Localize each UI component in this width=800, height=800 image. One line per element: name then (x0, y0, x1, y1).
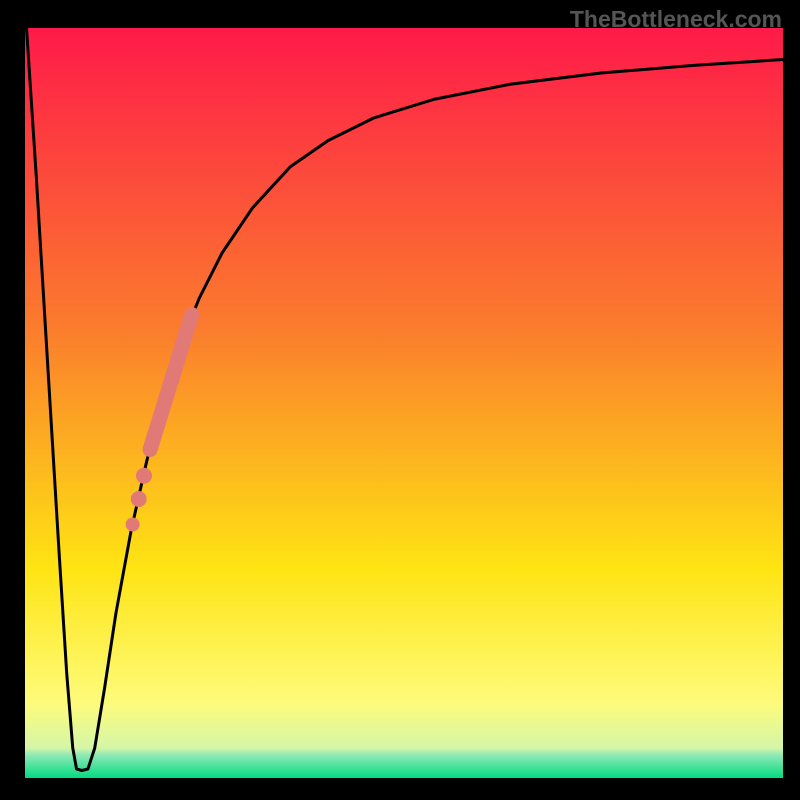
main-curve (27, 28, 783, 771)
highlight-segment (150, 315, 192, 450)
chart-plot-area (25, 28, 783, 778)
chart-svg (25, 28, 783, 778)
marker-dot (131, 491, 147, 507)
watermark-text: TheBottleneck.com (570, 6, 782, 33)
marker-dot (136, 468, 152, 484)
markers-group (126, 468, 152, 532)
marker-dot (126, 518, 140, 532)
